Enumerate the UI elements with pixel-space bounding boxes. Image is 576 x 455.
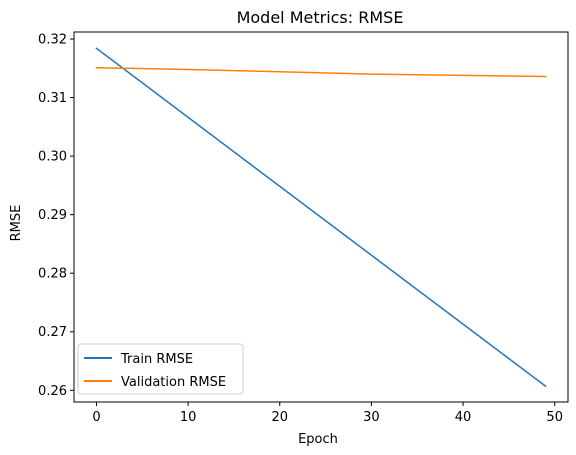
- legend-label-validation-rmse: Validation RMSE: [121, 375, 226, 390]
- y-axis-title: RMSE: [9, 205, 24, 242]
- y-tick-label: 0.28: [38, 267, 67, 282]
- legend-label-train-rmse: Train RMSE: [120, 352, 193, 367]
- x-tick-label: 50: [546, 410, 563, 425]
- y-tick-label: 0.31: [38, 91, 67, 106]
- y-tick-label: 0.29: [38, 208, 67, 223]
- y-tick-label: 0.27: [38, 325, 67, 340]
- y-tick-label: 0.32: [38, 33, 67, 48]
- ticks-layer: 0 10 20 30 40 50 0.26 0.27 0.28 0.29 0.30 0.31 0.32: [38, 33, 563, 425]
- series-layer: [95, 47, 547, 388]
- x-axis-title: Epoch: [298, 432, 338, 447]
- y-tick-label: 0.26: [38, 384, 67, 399]
- x-tick-label: 30: [363, 410, 380, 425]
- plot-frame: [73, 31, 569, 403]
- legend-box: [77, 343, 244, 395]
- series-line-validation-rmse: [95, 66, 547, 78]
- chart-title: Model Metrics: RMSE: [237, 8, 404, 27]
- series-line-train-rmse: [95, 47, 547, 388]
- x-tick-label: 40: [455, 410, 472, 425]
- x-tick-label: 20: [271, 410, 288, 425]
- x-tick-label: 0: [92, 410, 100, 425]
- y-tick-label: 0.30: [38, 150, 67, 165]
- legend: Train RMSE Validation RMSE: [77, 343, 244, 395]
- x-tick-label: 10: [180, 410, 197, 425]
